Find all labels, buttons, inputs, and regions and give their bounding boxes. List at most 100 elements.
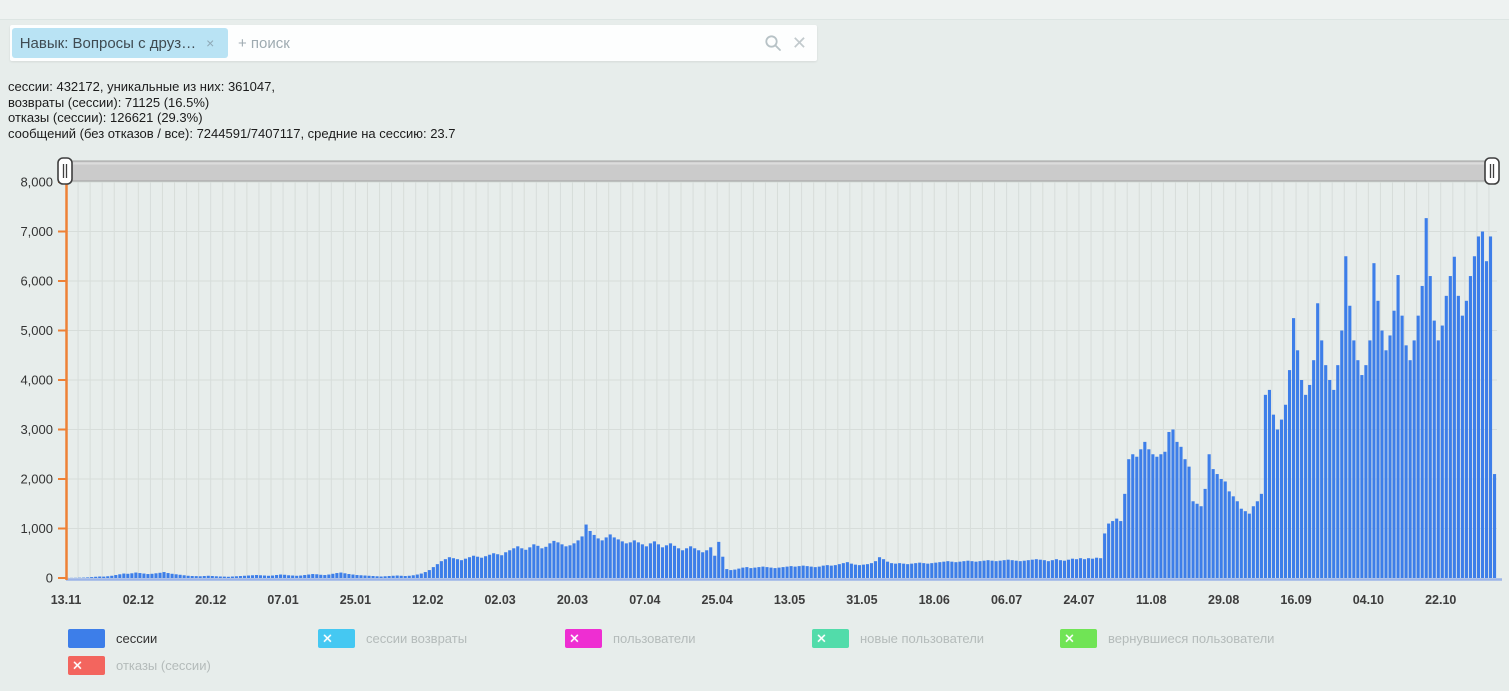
- bar: [415, 574, 419, 579]
- bar: [1324, 365, 1328, 578]
- bar: [476, 556, 480, 578]
- bar: [1066, 559, 1071, 579]
- scrollbar-handle-left[interactable]: [57, 157, 73, 185]
- bar: [1171, 429, 1175, 578]
- bar: [508, 550, 512, 578]
- filter-search-bar[interactable]: Навык: Вопросы с друз… × ✕: [10, 25, 817, 61]
- bar: [471, 555, 476, 579]
- bar: [134, 572, 138, 579]
- range-scrollbar: [57, 157, 1500, 185]
- legend-item-5[interactable]: ✕ вернувшиеся пользователи: [1060, 628, 1274, 648]
- x-tick-label: 11.08: [1136, 593, 1167, 607]
- bar: [853, 564, 857, 578]
- bar: [918, 562, 922, 578]
- bar: [459, 560, 464, 578]
- bars-series-sessions: [66, 218, 1497, 579]
- bar: [114, 575, 118, 578]
- bar: [596, 538, 600, 578]
- legend-swatch[interactable]: ✕: [812, 628, 849, 648]
- legend-swatch[interactable]: ✕: [318, 628, 355, 648]
- bar: [813, 567, 817, 578]
- bar: [837, 564, 841, 578]
- legend-swatch[interactable]: ✕: [565, 628, 602, 648]
- bar: [1308, 384, 1312, 578]
- bar: [271, 575, 275, 578]
- stat-messages: сообщений (без отказов / все): 7244591/7…: [8, 125, 456, 141]
- x-tick-label: 24.07: [1063, 593, 1094, 607]
- bar: [1203, 488, 1207, 578]
- legend-swatch[interactable]: ✕: [1060, 628, 1097, 648]
- bar: [130, 573, 134, 578]
- bar: [1476, 236, 1481, 578]
- bar: [990, 560, 994, 578]
- bar: [1472, 256, 1476, 578]
- legend-item-4[interactable]: ✕ новые пользователи: [812, 628, 984, 648]
- bar: [319, 574, 323, 578]
- bar: [1283, 404, 1288, 578]
- bar: [821, 565, 825, 579]
- bar: [528, 547, 532, 578]
- legend-item-1[interactable]: сессии: [68, 628, 157, 648]
- bar: [218, 576, 222, 578]
- bar: [749, 568, 753, 578]
- bar: [1356, 360, 1360, 578]
- bar: [427, 570, 431, 578]
- bar: [797, 566, 801, 578]
- bar: [805, 566, 809, 578]
- bar: [1300, 380, 1304, 578]
- filter-tag-label: Навык: Вопросы с друз…: [19, 34, 197, 52]
- bar: [894, 563, 898, 578]
- clear-search-icon[interactable]: ✕: [791, 33, 807, 53]
- bar: [1183, 459, 1187, 578]
- legend-label: сессии возвраты: [366, 630, 468, 646]
- x-axis-labels: 13.11 02.12 20.12 07.01 25.01 12.02 02.03 20.03…: [51, 593, 1457, 607]
- legend-item-3[interactable]: ✕ пользователи: [565, 628, 696, 648]
- bar: [974, 561, 978, 579]
- bar: [1484, 261, 1489, 578]
- bar: [1344, 256, 1348, 578]
- legend-item-2[interactable]: ✕ сессии возвраты: [318, 628, 467, 648]
- bar: [186, 575, 190, 578]
- bar: [451, 558, 456, 578]
- bar: [938, 562, 942, 578]
- bar: [1099, 558, 1103, 578]
- bar: [206, 575, 210, 578]
- bar: [1287, 370, 1292, 578]
- bar: [1151, 454, 1155, 578]
- bar: [512, 548, 516, 578]
- bar: [733, 569, 737, 578]
- bar: [238, 576, 242, 578]
- bar: [833, 565, 837, 578]
- tag-close-icon[interactable]: ×: [206, 35, 215, 51]
- bar: [1074, 559, 1079, 578]
- bar: [881, 559, 886, 578]
- bar: [793, 566, 797, 578]
- bar: [138, 573, 142, 578]
- bar: [777, 567, 781, 579]
- stat-returns: возвраты (сессии): 71125 (16.5%): [8, 94, 210, 110]
- bar: [283, 574, 287, 578]
- bar: [745, 567, 749, 578]
- bar: [978, 561, 982, 578]
- bar: [234, 576, 238, 578]
- legend-label: вернувшиеся пользователи: [1108, 630, 1275, 646]
- x-tick-label: 06.07: [991, 593, 1022, 607]
- bar: [1018, 561, 1022, 578]
- legend-swatch[interactable]: [68, 628, 105, 648]
- bar: [600, 540, 604, 578]
- bar: [307, 574, 311, 579]
- legend-item-6[interactable]: ✕ отказы (сессии): [68, 655, 211, 675]
- scrollbar-handle-right[interactable]: [1484, 157, 1500, 185]
- bar: [721, 556, 725, 578]
- bar: [689, 546, 693, 578]
- bar: [407, 575, 411, 578]
- bar: [423, 572, 427, 578]
- legend-swatch[interactable]: ✕: [68, 655, 105, 675]
- bar: [411, 575, 415, 578]
- search-icon[interactable]: [764, 34, 782, 52]
- bar: [705, 550, 709, 578]
- bar: [279, 574, 283, 579]
- bar: [1448, 276, 1452, 578]
- bar: [809, 566, 813, 578]
- search-input[interactable]: [228, 28, 764, 58]
